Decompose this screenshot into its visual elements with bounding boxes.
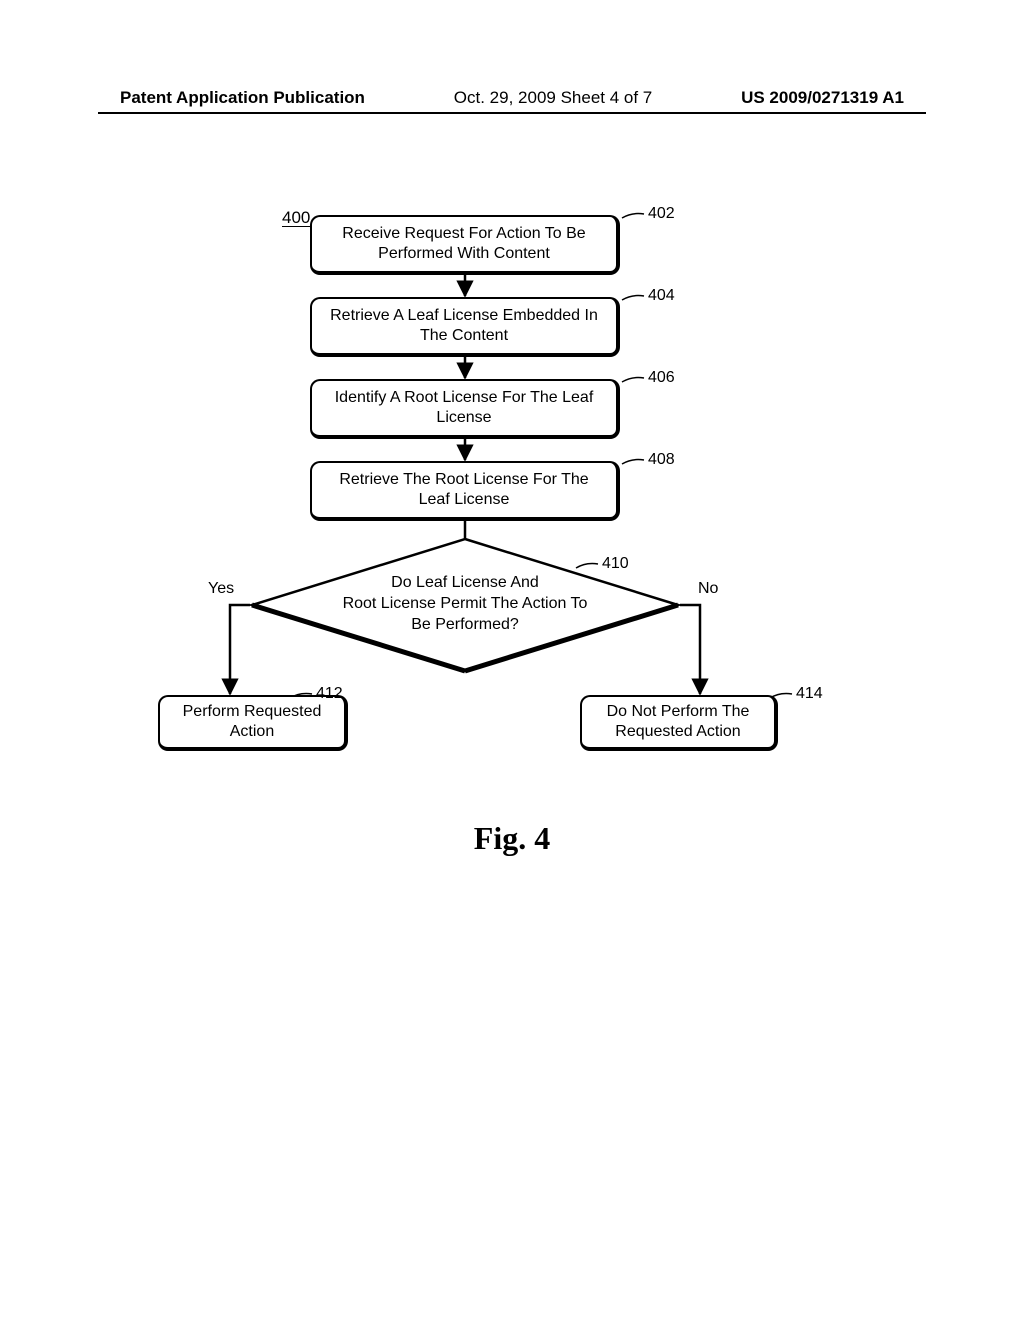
process-408-text: Retrieve The Root License For TheLeaf Li… [339, 470, 588, 510]
ref-404: 404 [648, 287, 675, 305]
process-412-text: Perform RequestedAction [183, 702, 322, 742]
ref-408: 408 [648, 451, 675, 469]
edge-label-yes: Yes [208, 580, 234, 598]
header-left: Patent Application Publication [120, 88, 365, 108]
ref-414: 414 [796, 685, 823, 703]
figure-caption: Fig. 4 [0, 820, 1024, 857]
process-414-text: Do Not Perform TheRequested Action [607, 702, 750, 742]
header-rule [98, 112, 926, 114]
header-center: Oct. 29, 2009 Sheet 4 of 7 [454, 88, 652, 108]
ref-412: 412 [316, 685, 343, 703]
process-408: Retrieve The Root License For TheLeaf Li… [310, 461, 620, 521]
edge-label-no: No [698, 580, 718, 598]
page-header: Patent Application Publication Oct. 29, … [0, 88, 1024, 108]
header-right: US 2009/0271319 A1 [741, 88, 904, 108]
flowchart-connectors [0, 0, 1024, 900]
ref-402: 402 [648, 205, 675, 223]
figure-number: 400 [282, 208, 310, 228]
process-404: Retrieve A Leaf License Embedded InThe C… [310, 297, 620, 357]
decision-410-text: Do Leaf License AndRoot License Permit T… [310, 573, 620, 635]
process-412: Perform RequestedAction [158, 695, 348, 751]
process-402: Receive Request For Action To BePerforme… [310, 215, 620, 275]
ref-410: 410 [602, 555, 629, 573]
process-404-text: Retrieve A Leaf License Embedded InThe C… [330, 306, 598, 346]
process-406-text: Identify A Root License For The LeafLice… [335, 388, 594, 428]
process-414: Do Not Perform TheRequested Action [580, 695, 778, 751]
process-402-text: Receive Request For Action To BePerforme… [342, 224, 585, 264]
ref-406: 406 [648, 369, 675, 387]
process-406: Identify A Root License For The LeafLice… [310, 379, 620, 439]
